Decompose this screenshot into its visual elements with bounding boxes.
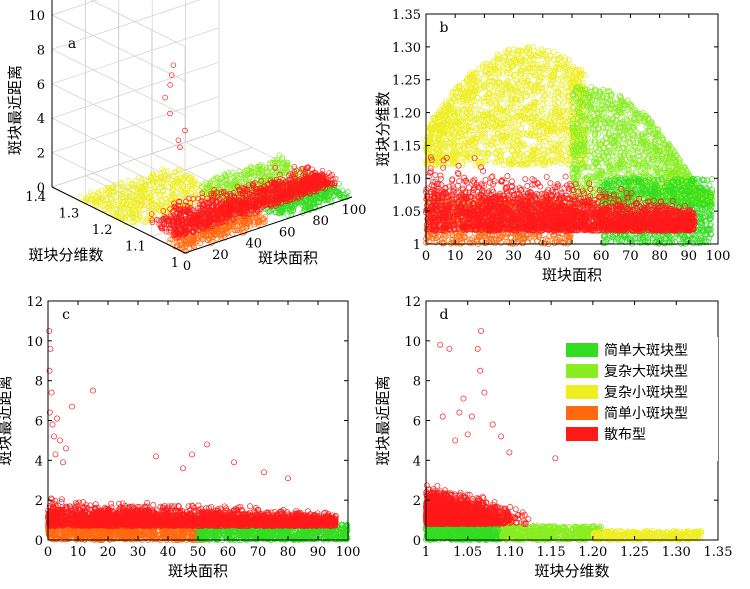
data-point: [531, 48, 536, 53]
scatter-layer: [423, 45, 714, 247]
data-point: [529, 127, 534, 132]
data-point: [541, 144, 546, 149]
data-point: [546, 48, 551, 53]
data-point: [589, 155, 594, 160]
data-point: [709, 177, 714, 182]
data-point: [561, 147, 566, 152]
data-point: [543, 72, 548, 77]
data-point: [481, 189, 486, 194]
data-point: [589, 84, 594, 89]
panel-b: 0 10 20 30 40 50 60 70 80 90 10011.051.101.151.201…: [374, 8, 730, 284]
figure-canvas: 0 10 20 30 40 50 60 70 80 90 10011.051.101.151.201…: [0, 0, 750, 589]
